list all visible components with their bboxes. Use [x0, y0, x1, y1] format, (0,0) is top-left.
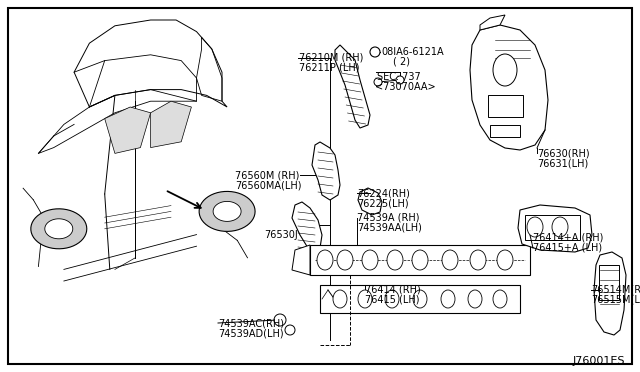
- Ellipse shape: [413, 290, 427, 308]
- Polygon shape: [23, 90, 268, 287]
- Text: 08IA6-6121A: 08IA6-6121A: [381, 47, 444, 57]
- Polygon shape: [74, 20, 227, 107]
- Ellipse shape: [470, 250, 486, 270]
- Text: 76415+A (LH): 76415+A (LH): [533, 242, 602, 252]
- Ellipse shape: [527, 217, 543, 237]
- Bar: [599, 265, 619, 300]
- Ellipse shape: [358, 290, 372, 308]
- Polygon shape: [358, 188, 382, 215]
- Text: <73070AA>: <73070AA>: [375, 82, 436, 92]
- Polygon shape: [335, 45, 370, 128]
- Ellipse shape: [442, 250, 458, 270]
- Ellipse shape: [317, 250, 333, 270]
- Text: 74539A (RH): 74539A (RH): [357, 213, 419, 223]
- Bar: [488, 95, 523, 117]
- Bar: [310, 245, 530, 275]
- Text: 76560MA(LH): 76560MA(LH): [235, 180, 301, 190]
- Ellipse shape: [552, 217, 568, 237]
- Polygon shape: [105, 107, 150, 153]
- Text: 76414+A (RH): 76414+A (RH): [533, 232, 604, 242]
- Polygon shape: [199, 192, 255, 231]
- Ellipse shape: [497, 250, 513, 270]
- Text: SEC. 737: SEC. 737: [377, 72, 420, 82]
- Ellipse shape: [468, 290, 482, 308]
- Bar: [320, 285, 520, 313]
- Text: 76631(LH): 76631(LH): [537, 158, 588, 168]
- Bar: [490, 125, 520, 137]
- Bar: [525, 215, 580, 240]
- Text: 76225(LH): 76225(LH): [357, 198, 408, 208]
- Circle shape: [285, 325, 295, 335]
- Polygon shape: [292, 245, 310, 275]
- Circle shape: [374, 78, 382, 86]
- Ellipse shape: [333, 290, 347, 308]
- Ellipse shape: [337, 250, 353, 270]
- Ellipse shape: [441, 290, 455, 308]
- Circle shape: [370, 47, 380, 57]
- Text: 76224(RH): 76224(RH): [357, 188, 410, 198]
- Polygon shape: [31, 209, 87, 249]
- Ellipse shape: [387, 250, 403, 270]
- Text: 76211P (LH): 76211P (LH): [299, 62, 360, 72]
- Polygon shape: [45, 219, 73, 239]
- Text: J76001ES: J76001ES: [573, 356, 625, 366]
- Polygon shape: [518, 205, 592, 252]
- Polygon shape: [150, 101, 191, 148]
- Ellipse shape: [362, 250, 378, 270]
- Text: 76560M (RH): 76560M (RH): [235, 170, 300, 180]
- Text: 74539AC(RH): 74539AC(RH): [218, 318, 284, 328]
- Polygon shape: [470, 25, 548, 150]
- Polygon shape: [312, 142, 340, 200]
- Text: 76210M (RH): 76210M (RH): [299, 52, 364, 62]
- Text: 74539AA(LH): 74539AA(LH): [357, 223, 422, 233]
- Circle shape: [274, 314, 286, 326]
- Text: ( 2): ( 2): [393, 57, 410, 67]
- Text: 76515M(LH): 76515M(LH): [591, 295, 640, 305]
- Ellipse shape: [385, 290, 399, 308]
- Text: 76530J: 76530J: [264, 230, 298, 240]
- Circle shape: [396, 76, 404, 84]
- Ellipse shape: [493, 290, 507, 308]
- Polygon shape: [480, 15, 505, 30]
- Ellipse shape: [493, 54, 517, 86]
- Text: 74539AD(LH): 74539AD(LH): [218, 328, 284, 338]
- Ellipse shape: [412, 250, 428, 270]
- Text: 76630(RH): 76630(RH): [537, 148, 589, 158]
- Polygon shape: [594, 252, 626, 335]
- Text: 76415 (LH): 76415 (LH): [365, 295, 419, 305]
- Polygon shape: [213, 201, 241, 221]
- Polygon shape: [292, 202, 322, 252]
- Text: 76414 (RH): 76414 (RH): [365, 285, 420, 295]
- Text: 76514M(RH): 76514M(RH): [591, 285, 640, 295]
